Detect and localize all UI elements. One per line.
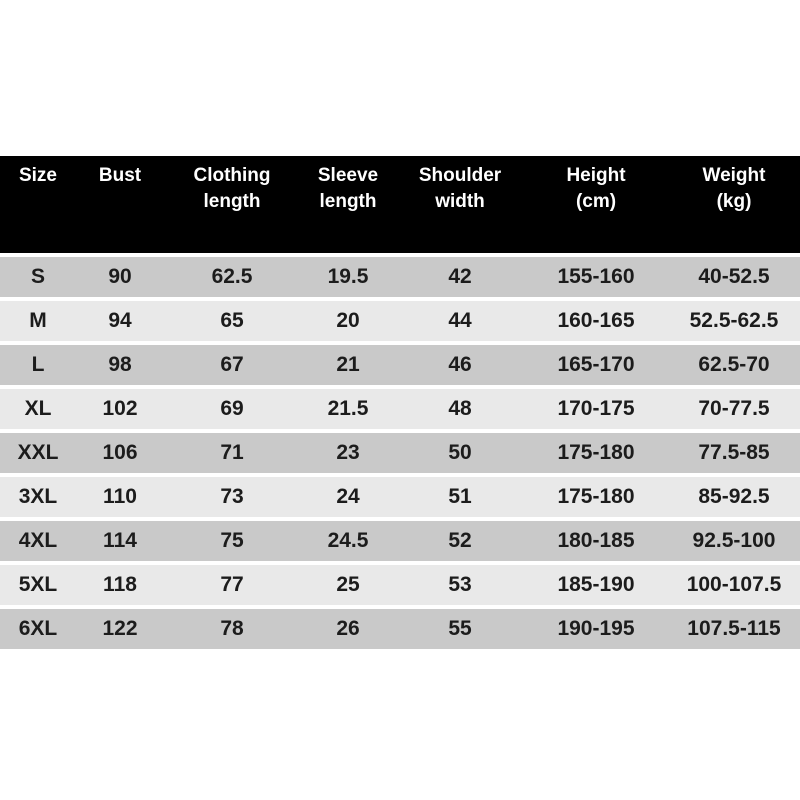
table-row-m: M 94 65 20 44 160-165 52.5-62.5 [0, 301, 800, 341]
column-header-weight: Weight (kg) [668, 156, 800, 253]
table-row-xl: XL 102 69 21.5 48 170-175 70-77.5 [0, 389, 800, 429]
size-cell: 3XL [0, 477, 76, 517]
sleeve-length-cell: 26 [300, 609, 396, 649]
sleeve-length-cell: 20 [300, 301, 396, 341]
size-cell: XL [0, 389, 76, 429]
header-line2: (kg) [716, 191, 752, 212]
size-cell: S [0, 257, 76, 297]
clothing-length-cell: 69 [164, 389, 300, 429]
size-chart-table: Size Bust Clothing length Sleeve length [0, 152, 800, 653]
size-cell: L [0, 345, 76, 385]
header-line1: Size [18, 165, 58, 186]
bust-cell: 106 [76, 433, 164, 473]
height-cell: 175-180 [524, 477, 668, 517]
shoulder-width-cell: 50 [396, 433, 524, 473]
weight-cell: 77.5-85 [668, 433, 800, 473]
sleeve-length-cell: 21.5 [300, 389, 396, 429]
column-header-size: Size [0, 156, 76, 253]
shoulder-width-cell: 42 [396, 257, 524, 297]
weight-cell: 40-52.5 [668, 257, 800, 297]
height-cell: 175-180 [524, 433, 668, 473]
table-row-4xl: 4XL 114 75 24.5 52 180-185 92.5-100 [0, 521, 800, 561]
table-row-3xl: 3XL 110 73 24 51 175-180 85-92.5 [0, 477, 800, 517]
table-row-s: S 90 62.5 19.5 42 155-160 40-52.5 [0, 257, 800, 297]
weight-cell: 107.5-115 [668, 609, 800, 649]
clothing-length-cell: 62.5 [164, 257, 300, 297]
bust-cell: 98 [76, 345, 164, 385]
table-row-5xl: 5XL 118 77 25 53 185-190 100-107.5 [0, 565, 800, 605]
header-line1: Weight [702, 165, 766, 186]
sleeve-length-cell: 25 [300, 565, 396, 605]
bust-cell: 102 [76, 389, 164, 429]
sleeve-length-cell: 19.5 [300, 257, 396, 297]
table-row-xxl: XXL 106 71 23 50 175-180 77.5-85 [0, 433, 800, 473]
clothing-length-cell: 73 [164, 477, 300, 517]
height-cell: 155-160 [524, 257, 668, 297]
size-chart-container: Size Bust Clothing length Sleeve length [0, 152, 800, 653]
height-cell: 185-190 [524, 565, 668, 605]
column-header-height: Height (cm) [524, 156, 668, 253]
sleeve-length-cell: 24.5 [300, 521, 396, 561]
size-cell: 6XL [0, 609, 76, 649]
weight-cell: 52.5-62.5 [668, 301, 800, 341]
bust-cell: 94 [76, 301, 164, 341]
shoulder-width-cell: 55 [396, 609, 524, 649]
size-cell: XXL [0, 433, 76, 473]
bust-cell: 122 [76, 609, 164, 649]
height-cell: 190-195 [524, 609, 668, 649]
header-line1: Shoulder [418, 165, 502, 186]
sleeve-length-cell: 24 [300, 477, 396, 517]
bust-cell: 90 [76, 257, 164, 297]
clothing-length-cell: 65 [164, 301, 300, 341]
table-row-6xl: 6XL 122 78 26 55 190-195 107.5-115 [0, 609, 800, 649]
size-cell: 4XL [0, 521, 76, 561]
shoulder-width-cell: 44 [396, 301, 524, 341]
sleeve-length-cell: 23 [300, 433, 396, 473]
bust-cell: 110 [76, 477, 164, 517]
bust-cell: 118 [76, 565, 164, 605]
header-line1: Height [566, 165, 626, 186]
shoulder-width-cell: 52 [396, 521, 524, 561]
header-line1: Clothing [193, 165, 271, 186]
size-cell: M [0, 301, 76, 341]
column-header-shoulder-width: Shoulder width [396, 156, 524, 253]
shoulder-width-cell: 51 [396, 477, 524, 517]
clothing-length-cell: 71 [164, 433, 300, 473]
clothing-length-cell: 77 [164, 565, 300, 605]
clothing-length-cell: 67 [164, 345, 300, 385]
header-line2: length [203, 191, 261, 212]
height-cell: 170-175 [524, 389, 668, 429]
column-header-sleeve-length: Sleeve length [300, 156, 396, 253]
header-row: Size Bust Clothing length Sleeve length [0, 156, 800, 253]
size-cell: 5XL [0, 565, 76, 605]
height-cell: 180-185 [524, 521, 668, 561]
shoulder-width-cell: 53 [396, 565, 524, 605]
header-line2: width [435, 191, 485, 212]
weight-cell: 85-92.5 [668, 477, 800, 517]
table-row-l: L 98 67 21 46 165-170 62.5-70 [0, 345, 800, 385]
height-cell: 165-170 [524, 345, 668, 385]
header-line1: Sleeve [317, 165, 379, 186]
shoulder-width-cell: 46 [396, 345, 524, 385]
clothing-length-cell: 75 [164, 521, 300, 561]
bust-cell: 114 [76, 521, 164, 561]
weight-cell: 92.5-100 [668, 521, 800, 561]
header-line1: Bust [98, 165, 142, 186]
shoulder-width-cell: 48 [396, 389, 524, 429]
weight-cell: 100-107.5 [668, 565, 800, 605]
column-header-bust: Bust [76, 156, 164, 253]
header-line2: (cm) [575, 191, 617, 212]
sleeve-length-cell: 21 [300, 345, 396, 385]
weight-cell: 62.5-70 [668, 345, 800, 385]
column-header-clothing-length: Clothing length [164, 156, 300, 253]
clothing-length-cell: 78 [164, 609, 300, 649]
header-line2: length [319, 191, 377, 212]
height-cell: 160-165 [524, 301, 668, 341]
weight-cell: 70-77.5 [668, 389, 800, 429]
